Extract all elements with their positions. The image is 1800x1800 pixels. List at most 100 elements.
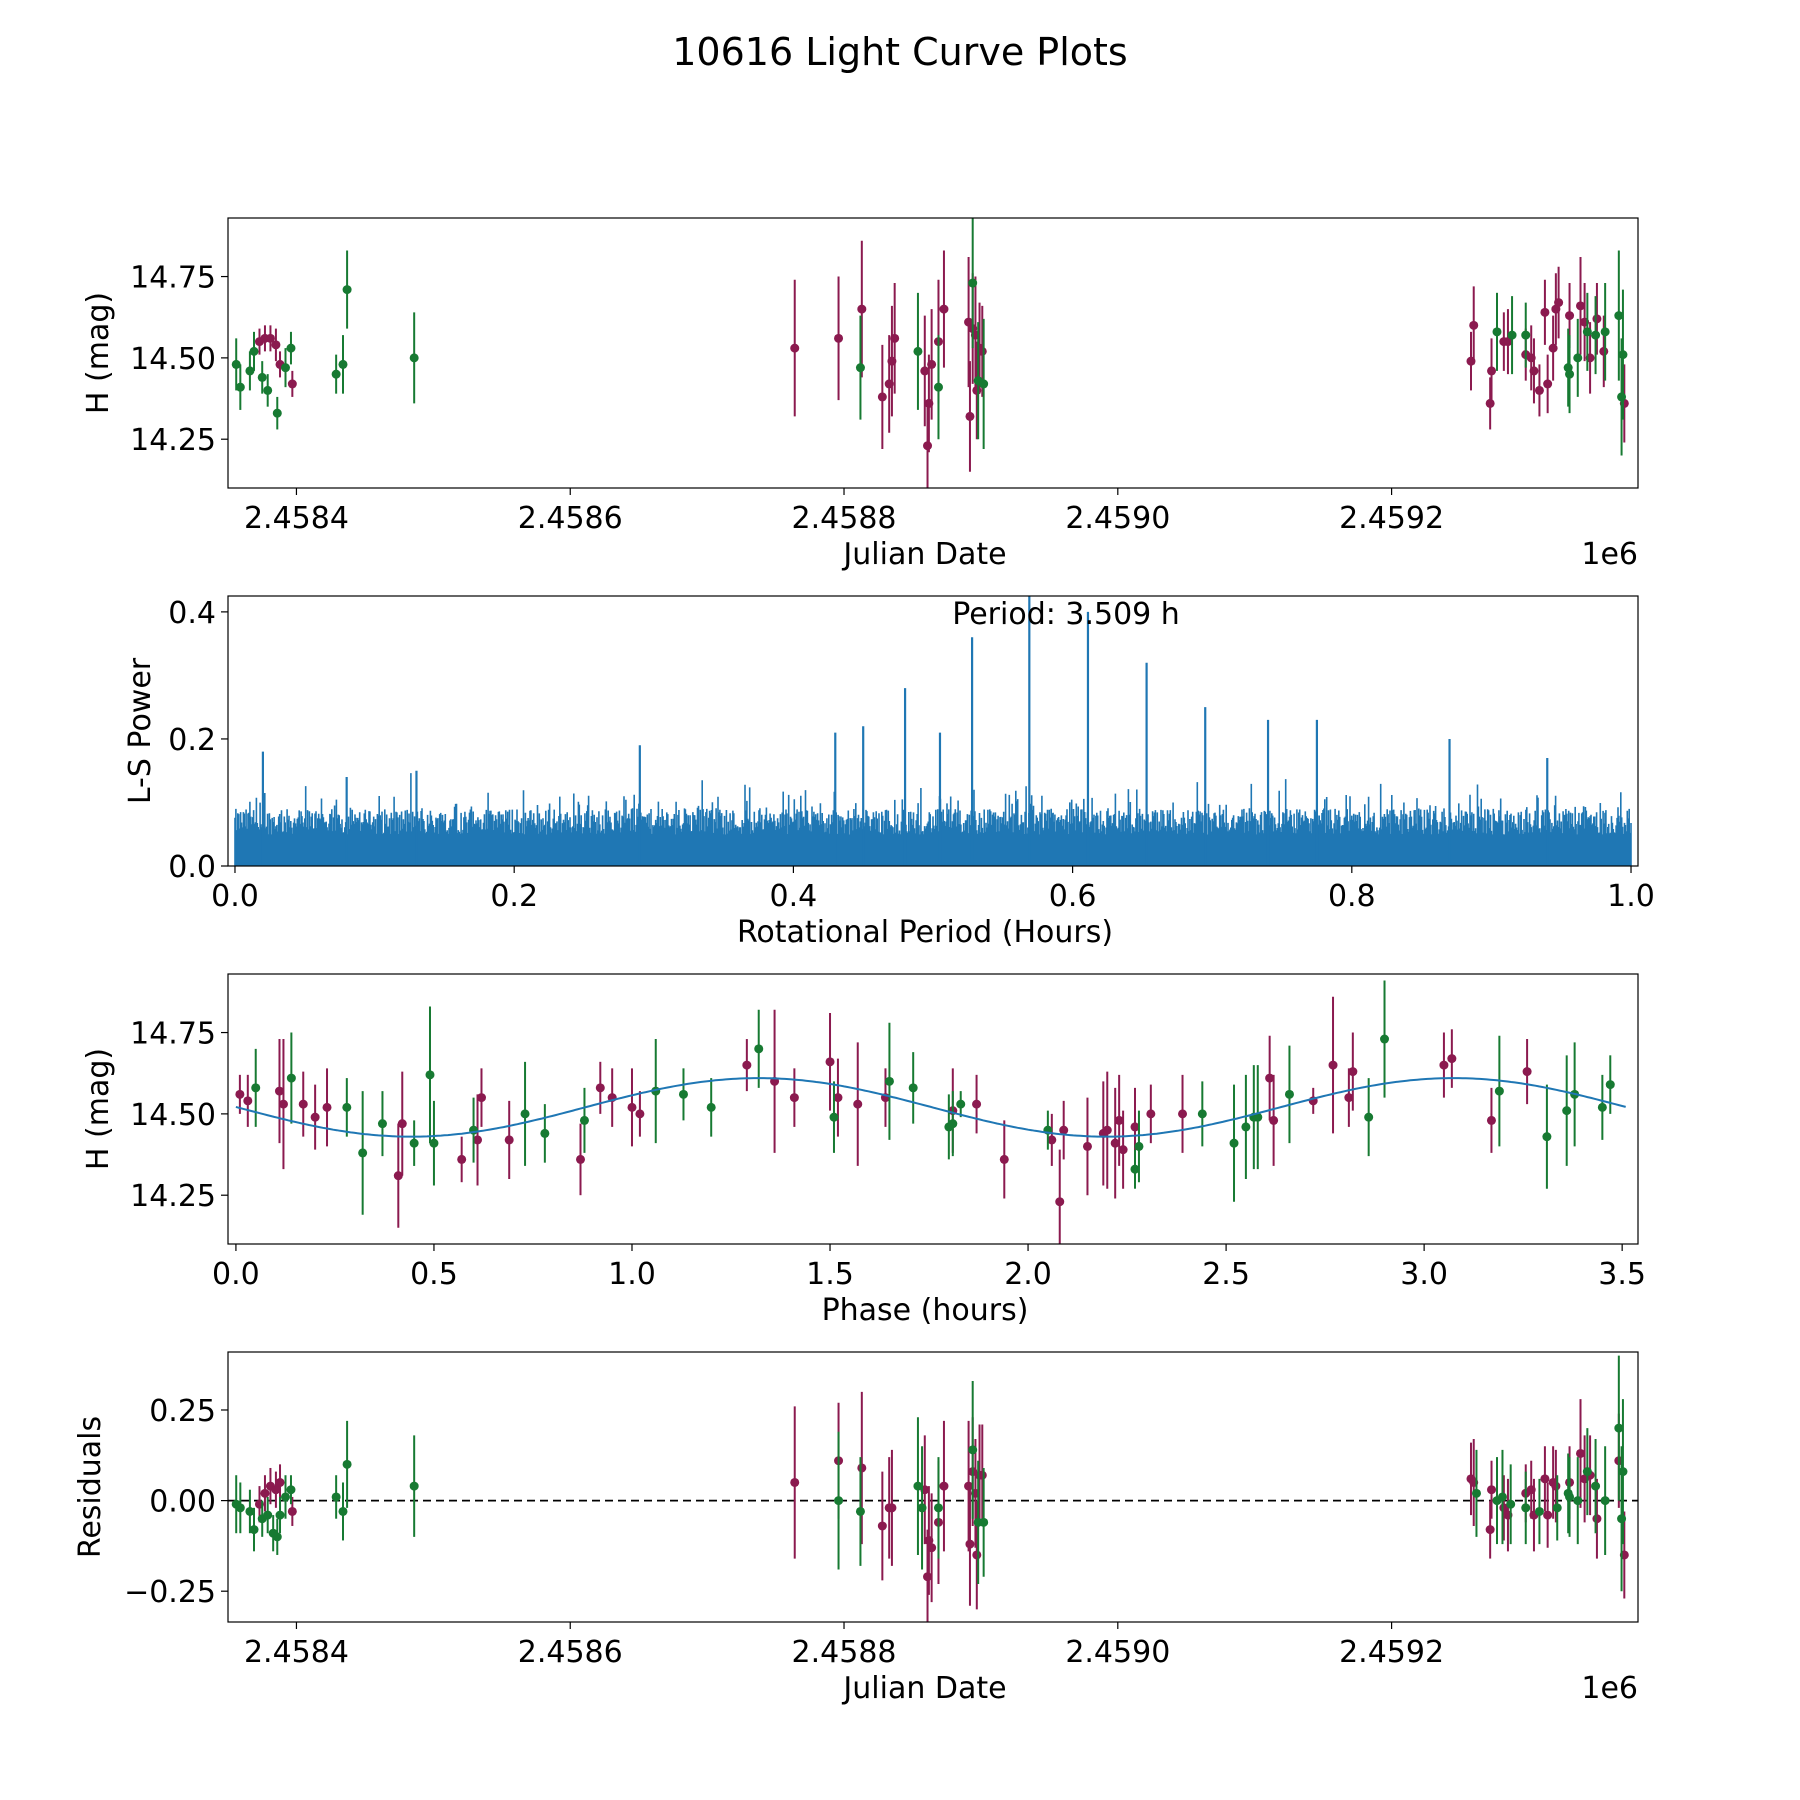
x-tick-label: 2.0 <box>1004 1257 1052 1292</box>
x-tick-label: 3.0 <box>1400 1257 1448 1292</box>
data-point <box>948 1119 958 1129</box>
data-point <box>829 1112 839 1122</box>
power-spectrum <box>234 596 1632 866</box>
data-point <box>457 1154 467 1164</box>
data-point <box>972 1099 982 1109</box>
data-point <box>1552 1503 1562 1513</box>
data-point <box>1592 314 1602 324</box>
data-point <box>263 1510 273 1520</box>
data-point <box>1592 1514 1602 1524</box>
data-point <box>1380 1034 1390 1044</box>
data-point <box>1486 1115 1496 1125</box>
data-point <box>979 379 989 389</box>
x-tick-label: 2.4586 <box>518 501 623 536</box>
x-tick-label: 2.4592 <box>1339 501 1444 536</box>
x-tick-label: 2.4586 <box>518 1635 623 1670</box>
data-point <box>927 1543 937 1553</box>
x-tick-label: 2.4584 <box>244 1635 349 1670</box>
x-tick-label: 1.0 <box>608 1257 656 1292</box>
y-tick-label: 0.0 <box>168 850 216 885</box>
residuals-panel: 2.4584 2.4586 2.4588 2.4590 2.4592 −0.25 0.00 0… <box>73 1351 1639 1706</box>
data-point <box>286 1485 296 1495</box>
data-point <box>1503 337 1513 347</box>
x-tick-label: 2.4584 <box>244 501 349 536</box>
data-point <box>377 1119 387 1129</box>
data-point <box>322 1102 332 1112</box>
data-point <box>331 369 341 379</box>
data-point <box>706 1102 716 1112</box>
y-tick-label: 0.00 <box>149 1485 216 1520</box>
data-point <box>595 1083 605 1093</box>
x-tick-label: 2.4588 <box>792 501 897 536</box>
data-point <box>540 1128 550 1138</box>
data-point <box>968 278 978 288</box>
data-point <box>635 1109 645 1119</box>
data-point <box>429 1138 439 1148</box>
data-point <box>877 392 887 402</box>
data-point <box>280 363 290 373</box>
data-point <box>1617 1514 1627 1524</box>
data-points <box>231 1355 1629 1622</box>
data-point <box>1543 379 1553 389</box>
data-point <box>877 1521 887 1531</box>
data-point <box>280 1492 290 1502</box>
data-point <box>855 363 865 373</box>
x-tick-label: 0.0 <box>212 1257 260 1292</box>
data-point <box>627 1102 637 1112</box>
data-point <box>425 1070 435 1080</box>
data-point <box>409 1138 419 1148</box>
data-point <box>1082 1141 1092 1151</box>
data-point <box>263 385 273 395</box>
data-point <box>1599 346 1609 356</box>
data-point <box>249 1525 259 1535</box>
data-point <box>1130 1164 1140 1174</box>
x-tick-label: 0.5 <box>410 1257 458 1292</box>
data-point <box>1618 350 1628 360</box>
data-point <box>1284 1089 1294 1099</box>
data-point <box>890 333 900 343</box>
data-point <box>1618 1467 1628 1477</box>
x-tick-label: 0.4 <box>770 879 818 914</box>
data-point <box>1521 330 1531 340</box>
data-point <box>1548 343 1558 353</box>
x-tick-label: 2.5 <box>1202 1257 1250 1292</box>
data-point <box>1494 1086 1504 1096</box>
data-point <box>927 359 937 369</box>
data-point <box>965 411 975 421</box>
x-tick-label: 1.0 <box>1607 879 1655 914</box>
data-point <box>1102 1125 1112 1135</box>
data-point <box>245 1506 255 1516</box>
plot-frame <box>227 973 1639 1245</box>
data-point <box>1506 1499 1516 1509</box>
data-point <box>887 1503 897 1513</box>
data-point <box>1540 1474 1550 1484</box>
data-point <box>342 285 352 295</box>
lightcurve-panel: 2.4584 2.4586 2.4588 2.4590 2.4592 14.25 14.50… <box>81 217 1639 572</box>
data-point <box>1600 1496 1610 1506</box>
data-point <box>331 1492 341 1502</box>
data-point <box>933 1503 943 1513</box>
data-point <box>1471 1488 1481 1498</box>
data-point <box>884 1076 894 1086</box>
data-point <box>310 1112 320 1122</box>
y-tick-label: 14.25 <box>130 423 216 458</box>
x-offset-label: 1e6 <box>1581 537 1638 572</box>
data-point <box>1529 366 1539 376</box>
data-point <box>257 372 267 382</box>
data-point <box>1118 1145 1128 1155</box>
x-tick-label: 0.0 <box>211 879 259 914</box>
x-tick-label: 0.8 <box>1328 879 1376 914</box>
period-annotation: Period: 3.509 h <box>952 597 1180 632</box>
y-axis-label: L-S Power <box>123 657 158 804</box>
y-axis-label: H (mag) <box>81 292 116 414</box>
data-point <box>1521 1503 1531 1513</box>
data-point <box>825 1057 835 1067</box>
data-point <box>1543 1510 1553 1520</box>
data-point <box>1344 1093 1354 1103</box>
data-point <box>1485 1525 1495 1535</box>
data-point <box>1597 1102 1607 1112</box>
data-point <box>274 1086 284 1096</box>
data-point <box>272 1532 282 1542</box>
data-point <box>1565 311 1575 321</box>
